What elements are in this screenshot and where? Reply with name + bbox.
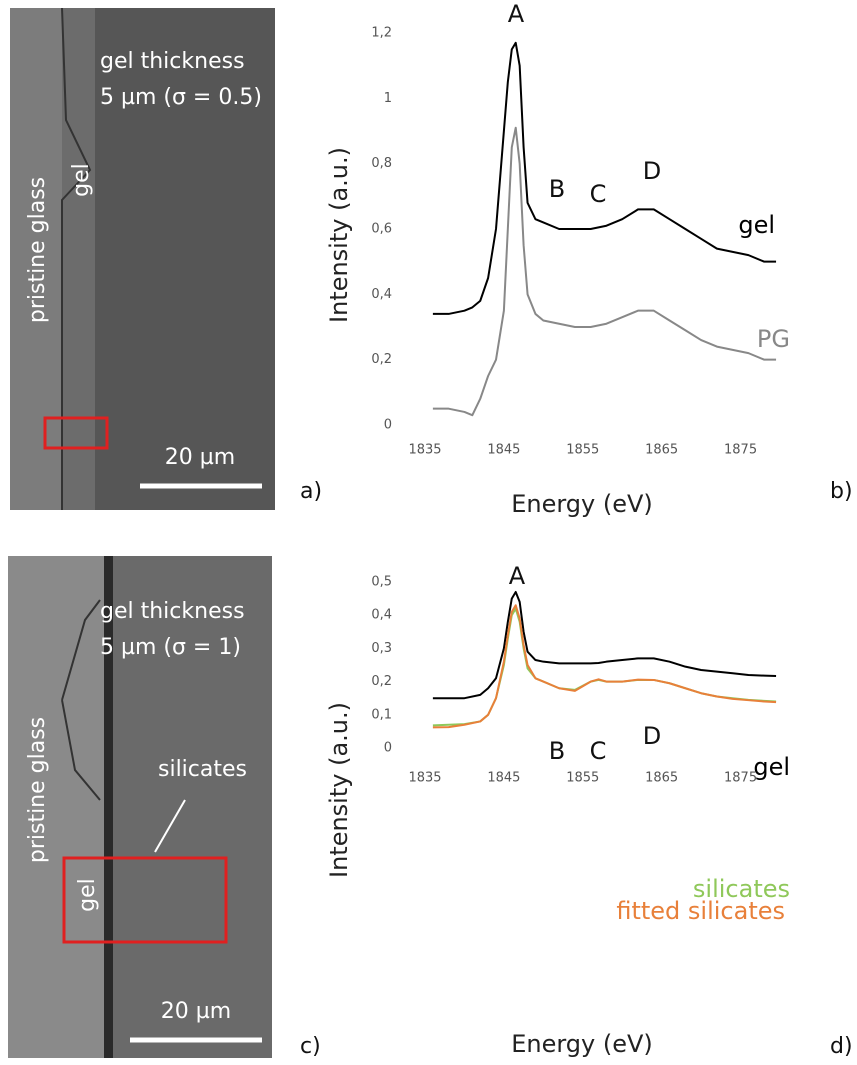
series-label: PG [757, 325, 790, 353]
gel-edge [104, 556, 113, 1058]
y-axis-label: Intensity (a.u.) [325, 147, 353, 323]
series-label: fitted silicates [616, 897, 785, 925]
y-tick-label: 0,8 [371, 156, 392, 171]
annotation: B [549, 175, 565, 203]
x-tick-label: 1845 [487, 771, 520, 786]
annotation: D [643, 722, 661, 750]
altered-region [113, 556, 272, 1058]
series-line [432, 607, 777, 727]
series-line [432, 590, 777, 700]
crack [61, 7, 92, 510]
roi-box [43, 416, 109, 450]
image-label: gel thickness [100, 49, 245, 74]
series-label: gel [753, 753, 790, 781]
image-label: silicates [158, 757, 247, 782]
series-label: gel [738, 211, 775, 239]
series-line [432, 126, 777, 417]
x-tick-label: 1875 [724, 443, 757, 458]
panel-label: b) [830, 479, 853, 504]
annotation: B [549, 737, 565, 765]
scale-bar-label: 20 µm [165, 445, 235, 470]
x-tick-label: 1835 [408, 443, 441, 458]
chart: 0 0,1 0,2 0,3 0,4 0,5 1835 1845 1855 1865 1875 Ener… [325, 562, 853, 1059]
series-label: silicates [693, 875, 790, 903]
y-tick-label: 0,6 [371, 222, 392, 237]
x-tick-label: 1875 [724, 771, 757, 786]
x-axis-label: Energy (eV) [511, 490, 653, 518]
y-tick-label: 0,5 [371, 575, 392, 590]
micrograph-a [10, 7, 275, 510]
scale-bar-label: 20 µm [161, 999, 231, 1024]
pristine-region [8, 556, 105, 1058]
panel-label: a) [300, 479, 322, 504]
image-label: 5 µm (σ = 0.5) [100, 85, 262, 110]
crack [61, 599, 101, 801]
y-tick-label: 0,4 [371, 287, 392, 302]
annotation: D [643, 157, 661, 185]
annotation: C [590, 180, 607, 208]
y-axis-label: Intensity (a.u.) [325, 702, 353, 878]
y-tick-label: 1,2 [371, 26, 392, 41]
chart: 0 0,2 0,4 0,6 0,8 1 1,2 1835 1845 1855 1865 1875 Ene… [325, 0, 853, 518]
y-tick-label: 0,4 [371, 608, 392, 623]
y-tick-label: 0 [384, 741, 392, 756]
micrograph-c [8, 556, 272, 1058]
series-line [432, 604, 777, 729]
x-axis-label: Energy (eV) [511, 1030, 653, 1058]
roi-box [62, 856, 228, 944]
y-tick-label: 0,1 [371, 707, 392, 722]
x-tick-label: 1865 [645, 443, 678, 458]
x-tick-label: 1855 [566, 771, 599, 786]
annotation: C [590, 737, 607, 765]
image-label: pristine glass [25, 717, 50, 863]
annotation: A [508, 0, 525, 28]
image-label: gel [75, 878, 100, 912]
y-tick-label: 0,2 [371, 352, 392, 367]
arrow [154, 799, 186, 853]
image-label: 5 µm (σ = 1) [100, 635, 241, 660]
y-tick-label: 0,3 [371, 641, 392, 656]
y-tick-label: 1 [384, 91, 392, 106]
x-tick-label: 1855 [566, 443, 599, 458]
y-tick-label: 0,2 [371, 674, 392, 689]
image-label: pristine glass [25, 177, 50, 323]
x-tick-label: 1865 [645, 771, 678, 786]
panel-label: c) [300, 1034, 321, 1059]
image-label: gel thickness [100, 599, 245, 624]
gel-region [62, 8, 95, 510]
image-label: gel [69, 163, 94, 197]
y-tick-label: 0 [384, 418, 392, 433]
x-tick-label: 1835 [408, 771, 441, 786]
series-line [432, 41, 777, 315]
x-tick-label: 1845 [487, 443, 520, 458]
annotation: A [509, 562, 526, 590]
panel-label: d) [830, 1034, 853, 1059]
